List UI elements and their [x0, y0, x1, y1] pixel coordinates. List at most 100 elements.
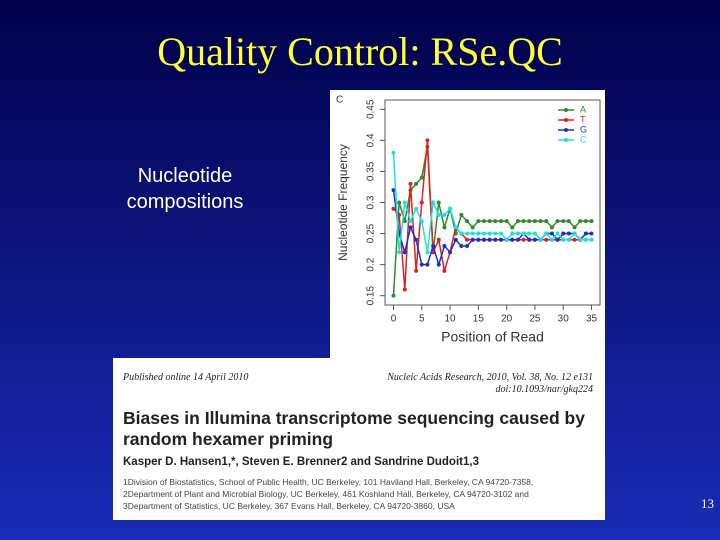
data-point [453, 225, 458, 230]
x-tick-label: 30 [558, 314, 570, 325]
y-axis-label: Nucleotide Frequency [336, 144, 350, 261]
data-point [408, 181, 413, 186]
data-point [397, 200, 402, 205]
data-point [515, 231, 520, 236]
y-tick-label: 0.45 [366, 99, 377, 119]
data-point [555, 219, 560, 224]
data-point [436, 262, 441, 267]
data-point [465, 231, 470, 236]
affiliation: 3Department of Statistics, UC Berkeley, … [123, 501, 455, 511]
data-point [482, 237, 487, 242]
data-point [544, 231, 549, 236]
data-point [448, 250, 453, 255]
data-point [442, 212, 447, 217]
legend-marker [564, 128, 568, 132]
data-point [583, 219, 588, 224]
data-point [414, 268, 419, 273]
data-point [510, 225, 515, 230]
y-tick-label: 0.4 [366, 133, 377, 147]
legend-label: T [580, 114, 586, 124]
data-point [391, 293, 396, 298]
data-point [487, 237, 492, 242]
data-point [510, 231, 515, 236]
data-point [498, 237, 503, 242]
data-point [470, 231, 475, 236]
data-point [442, 225, 447, 230]
data-point [391, 206, 396, 211]
data-point [589, 237, 594, 242]
paper-title: Biases in Illumina transcriptome sequenc… [123, 408, 585, 449]
data-point [476, 231, 481, 236]
data-point [561, 237, 566, 242]
journal: Nucleic Acids Research, 2010, Vol. 38, N… [387, 372, 593, 383]
legend-label: C [580, 134, 587, 144]
chart: C 0.15 0.2 0.25 0.3 0.35 0.4 0.45 0 5 10 15 20 25 30 35… [330, 90, 605, 360]
y-tick-label: 0.15 [366, 286, 377, 306]
data-point [572, 231, 577, 236]
data-point [391, 188, 396, 193]
data-point [476, 219, 481, 224]
data-point [482, 219, 487, 224]
data-point [442, 243, 447, 248]
data-point [578, 219, 583, 224]
data-point [510, 237, 515, 242]
data-point [408, 225, 413, 230]
data-point [408, 219, 413, 224]
legend-marker [564, 108, 568, 112]
data-point [561, 231, 566, 236]
data-point [425, 138, 430, 143]
data-point [504, 219, 509, 224]
data-point [521, 237, 526, 242]
series-line [392, 140, 592, 290]
data-point [453, 237, 458, 242]
x-tick-label: 5 [419, 314, 425, 325]
data-point [549, 225, 554, 230]
data-point [527, 237, 532, 242]
data-point [544, 237, 549, 242]
x-axis-label: Position of Read [441, 329, 544, 345]
data-point [465, 219, 470, 224]
data-point [459, 243, 464, 248]
caption: Nucleotide compositions [126, 165, 244, 213]
data-point [436, 212, 441, 217]
data-point [521, 231, 526, 236]
data-point [555, 237, 560, 242]
panel-label: C [336, 95, 343, 106]
data-point [555, 231, 560, 236]
data-point [572, 237, 577, 242]
data-point [476, 237, 481, 242]
data-point [402, 219, 407, 224]
data-point [419, 219, 424, 224]
data-point [583, 237, 588, 242]
data-point [442, 268, 447, 273]
x-tick-label: 10 [445, 314, 457, 325]
published-date: Published online 14 April 2010 [123, 372, 249, 383]
data-point [414, 181, 419, 186]
data-point [538, 237, 543, 242]
data-point [589, 219, 594, 224]
data-point [391, 150, 396, 155]
data-point [549, 231, 554, 236]
data-point [566, 231, 571, 236]
data-point [498, 219, 503, 224]
data-point [493, 231, 498, 236]
data-point [436, 200, 441, 205]
data-point [459, 212, 464, 217]
data-point [465, 237, 470, 242]
y-tick-label: 0.25 [366, 223, 377, 243]
data-point [397, 212, 402, 217]
data-point [397, 250, 402, 255]
doi: doi:10.1093/nar/gkq224 [495, 384, 594, 395]
data-point [487, 231, 492, 236]
affiliation: 2Department of Plant and Microbial Biolo… [123, 489, 529, 499]
data-point [419, 262, 424, 267]
data-point [414, 237, 419, 242]
data-point [566, 219, 571, 224]
data-point [549, 237, 554, 242]
legend-marker [564, 118, 568, 122]
data-point [583, 231, 588, 236]
data-point [527, 231, 532, 236]
authors: Kasper D. Hansen1,*, Steven E. Brenner2 … [123, 456, 479, 468]
x-tick-label: 15 [473, 314, 485, 325]
data-point [532, 219, 537, 224]
